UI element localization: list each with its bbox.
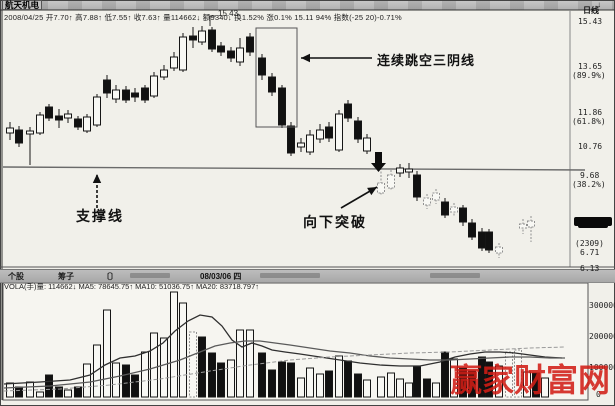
period-label-daily[interactable]: 日线 [583, 6, 599, 15]
price-axis-label: (61.8%) [572, 117, 606, 126]
price-axis-label: (89.9%) [572, 71, 606, 80]
volume-axis-label: 300000 [589, 301, 615, 310]
toolbar-item-1[interactable]: 个股 [8, 272, 24, 281]
watermark-text: 赢家财富网 [450, 361, 611, 399]
annotation-downward-breakout: 向下突破 [303, 214, 367, 230]
price-axis-label: 13.65 [578, 62, 603, 71]
price-axis-label: 10.76 [578, 142, 603, 151]
toolbar-date-label: 08/03/06 四 [200, 272, 242, 281]
stock-name-label: 航天机电 [2, 0, 43, 10]
title-bar [0, 0, 615, 10]
toolbar-item-3[interactable]: 〔〕 [102, 272, 118, 281]
peak-price-label: 15.43 [218, 9, 239, 18]
price-axis-label: (2309) [575, 239, 604, 248]
annotation-support-line: 支撑线 [76, 208, 124, 224]
toolbar-smudge [430, 273, 480, 278]
toolbar-item-2[interactable]: 筹子 [58, 272, 74, 281]
price-axis-label: 6.13 [580, 264, 600, 273]
annotation-gap-three-black-candles: 连续跳空三阴线 [377, 53, 476, 68]
price-axis-label: 9.68 [580, 171, 600, 180]
volume-axis-label: 200000 [589, 332, 615, 341]
price-axis-label: 6.71 [580, 248, 600, 257]
price-axis-label: 15.43 [578, 17, 603, 26]
price-axis-label: (38.2%) [572, 180, 606, 189]
price-axis-label: 11.86 [578, 108, 603, 117]
toolbar-smudge [260, 273, 320, 278]
bottom-toolbar: 个股 筹子 〔〕 08/03/06 四 [0, 269, 615, 283]
quote-info-line: 2008/04/25 开7.70↑ 高7.88↑ 低7.55↑ 收7.63↑ 量… [4, 13, 402, 22]
toolbar-smudge [130, 273, 170, 278]
volume-axis-label: 0 [596, 390, 601, 399]
scroll-arrow-icon[interactable]: ↓ [597, 0, 601, 9]
volume-indicator-line: VOLA(手)量: 114662↓ MA5: 78645.75↑ MA10: 5… [4, 282, 260, 291]
